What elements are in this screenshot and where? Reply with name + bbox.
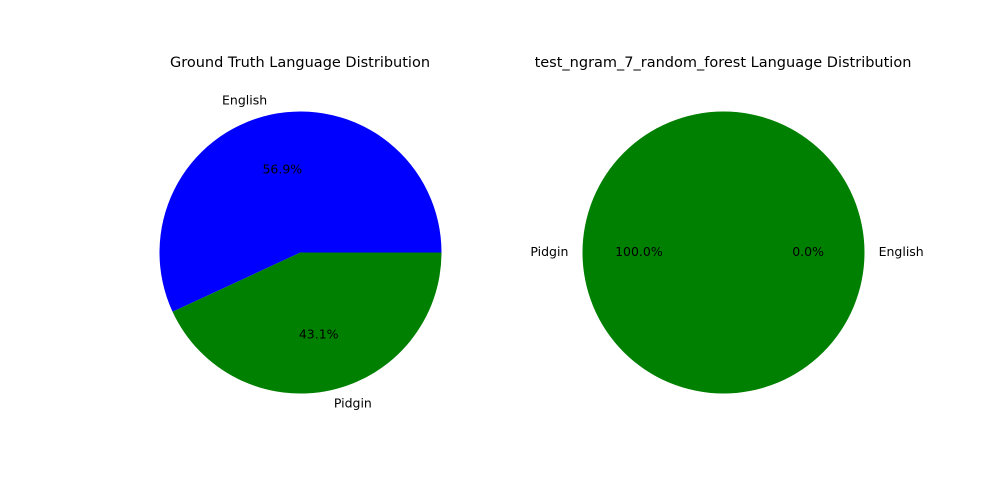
pie-slice-english [159, 111, 442, 312]
chart-title: test_ngram_7_random_forest Language Dist… [535, 55, 912, 71]
pie-label-pidgin: Pidgin [334, 395, 372, 410]
pie-slices [582, 111, 865, 394]
pie-pct-pidgin: 43.1% [299, 327, 339, 342]
pie-slice-pidgin [172, 252, 442, 394]
pie-pct-english: 56.9% [262, 161, 302, 176]
pie-chart-ngram-random-forest: test_ngram_7_random_forest Language Dist… [530, 55, 924, 394]
pie-pct-pidgin: 100.0% [615, 244, 663, 259]
pie-slices [159, 111, 442, 394]
pie-slice-pidgin [582, 111, 865, 394]
pie-label-pidgin: Pidgin [530, 244, 568, 259]
pie-pct-english: 0.0% [792, 244, 824, 259]
pie-chart-ground-truth: Ground Truth Language Distribution Engli… [159, 55, 442, 411]
pie-labels: English 0.0% Pidgin 100.0% [530, 244, 923, 259]
pie-label-english: English [879, 244, 924, 259]
pie-labels: English 56.9% Pidgin 43.1% [222, 93, 372, 411]
pie-label-english: English [222, 93, 267, 108]
chart-title: Ground Truth Language Distribution [170, 55, 430, 71]
